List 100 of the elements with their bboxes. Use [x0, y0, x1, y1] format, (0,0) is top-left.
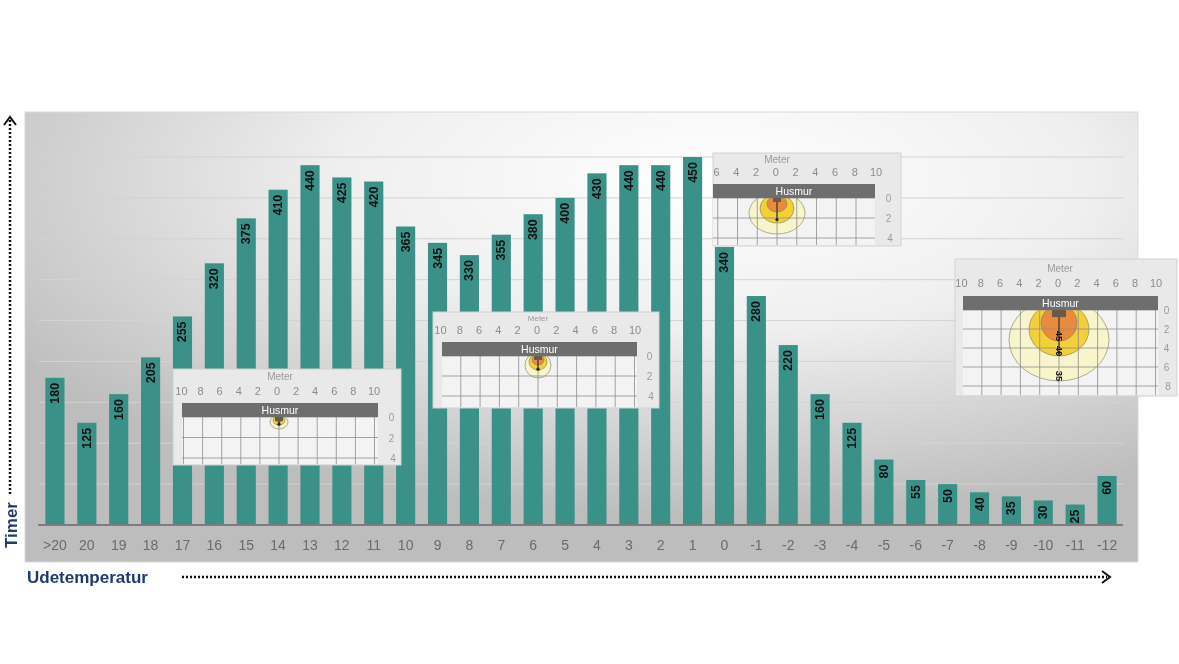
- annotation: 0 2 4: [646, 351, 656, 402]
- data-label: 355: [494, 239, 509, 261]
- data-label: 375: [239, 223, 254, 245]
- x-tick-label: 2: [656, 537, 665, 553]
- x-tick-label: 14: [270, 537, 287, 553]
- bar: [683, 157, 703, 525]
- bar: [141, 357, 161, 525]
- data-label: 160: [813, 399, 828, 421]
- x-tick-label: 7: [497, 537, 506, 553]
- data-label: 450: [685, 161, 700, 183]
- x-tick-label: -10: [1033, 537, 1054, 553]
- data-label: 80: [876, 464, 891, 479]
- data-label: 160: [111, 399, 126, 421]
- x-tick-label: -1: [750, 537, 763, 553]
- data-label: 440: [621, 170, 636, 192]
- bar: [778, 345, 798, 525]
- data-label: 365: [398, 231, 413, 253]
- data-label: 25: [1068, 509, 1083, 524]
- data-label: 40: [972, 497, 987, 512]
- x-tick-label: -9: [1005, 537, 1018, 553]
- bar: [714, 246, 735, 525]
- data-label: 280: [749, 300, 764, 322]
- bar: [842, 422, 862, 525]
- data-label: 60: [1100, 480, 1115, 495]
- x-tick-label: -3: [813, 537, 827, 553]
- x-tick-label: 17: [174, 537, 191, 553]
- data-label: 180: [47, 382, 62, 404]
- annotation: Meter: [527, 313, 549, 323]
- data-label: 220: [781, 350, 796, 371]
- x-tick-label: 19: [110, 537, 127, 553]
- x-tick-label: -5: [877, 537, 891, 553]
- data-label: 420: [366, 186, 381, 208]
- bar: [1097, 475, 1117, 525]
- x-tick-label: >20: [43, 537, 68, 553]
- bar: [77, 422, 97, 525]
- text: 6 4 2 0 2 4 6 8 10: [713, 166, 883, 178]
- annotation: Husmur: [521, 343, 559, 355]
- data-label: 340: [717, 251, 732, 273]
- x-tick-label: 11: [366, 537, 382, 553]
- x-axis-title: Udetemperatur: [27, 568, 149, 587]
- x-tick-label: -4: [845, 537, 859, 553]
- annotation: Meter: [1047, 262, 1074, 274]
- x-tick-label: -7: [941, 537, 955, 553]
- data-label: 440: [303, 170, 317, 192]
- x-tick-label: 9: [433, 537, 442, 553]
- data-label: 35: [1004, 501, 1019, 516]
- data-label: 345: [430, 247, 445, 269]
- bar: [874, 459, 894, 525]
- bar: [45, 377, 65, 525]
- y-axis-title: Timer: [2, 501, 21, 548]
- bar: [746, 296, 766, 525]
- x-tick-label: 16: [206, 537, 223, 553]
- annotation: Husmur: [261, 404, 299, 416]
- text: 0 2 4 6 8: [1163, 305, 1173, 392]
- x-tick-label: 13: [302, 537, 318, 553]
- x-tick-label: -8: [973, 537, 986, 553]
- x-tick-label: 15: [238, 537, 255, 553]
- data-label: 205: [143, 362, 158, 384]
- x-tick-label: 20: [79, 537, 95, 553]
- data-label: 50: [940, 489, 955, 504]
- x-tick-label: 0: [720, 537, 729, 553]
- annotation: Meter: [267, 370, 294, 382]
- x-tick-label: 3: [624, 537, 633, 553]
- data-label: 320: [207, 268, 222, 290]
- bar: [109, 394, 129, 525]
- text: 10 8 6 4 2 0 2 4 6 8 10: [175, 385, 381, 397]
- annotation: Husmur: [775, 185, 813, 197]
- data-label: 255: [175, 321, 190, 343]
- x-tick-label: 1: [688, 537, 697, 553]
- data-label: 380: [526, 219, 541, 241]
- x-tick-label: -11: [1065, 537, 1085, 553]
- text: 10 8 6 4 2 0 2 4 6 8 10: [434, 324, 642, 336]
- data-label: 30: [1036, 505, 1051, 520]
- text: 10 8 6 4 2 0 2 4 6 8 10: [955, 277, 1163, 289]
- annotation: Husmur: [1042, 297, 1080, 309]
- data-label: 440: [653, 170, 668, 192]
- data-label: 410: [271, 194, 286, 216]
- data-label: 430: [589, 178, 604, 200]
- x-tick-label: 5: [561, 537, 570, 553]
- bar: [810, 394, 830, 525]
- annotation: 40: [1053, 345, 1065, 357]
- annotation: 35: [1053, 370, 1065, 382]
- annotation: 0 2 4: [885, 193, 895, 244]
- data-label: 400: [558, 202, 573, 224]
- x-tick-label: -12: [1096, 537, 1118, 553]
- x-tick-label: 4: [593, 537, 602, 553]
- x-tick-label: 18: [142, 537, 159, 553]
- data-label: 330: [462, 260, 477, 281]
- annotation: 0 2 4: [388, 412, 398, 464]
- annotation: 45: [1053, 330, 1065, 342]
- x-tick-label: 8: [465, 537, 474, 553]
- data-label: 125: [79, 427, 94, 449]
- data-label: 425: [334, 182, 349, 204]
- data-label: 55: [908, 484, 923, 499]
- x-tick-label: 6: [529, 537, 538, 553]
- annotation: Meter: [764, 153, 791, 165]
- x-tick-label: -6: [909, 537, 923, 553]
- x-tick-label: 12: [334, 537, 350, 553]
- x-tick-label: -2: [782, 537, 795, 553]
- data-label: 125: [845, 427, 859, 449]
